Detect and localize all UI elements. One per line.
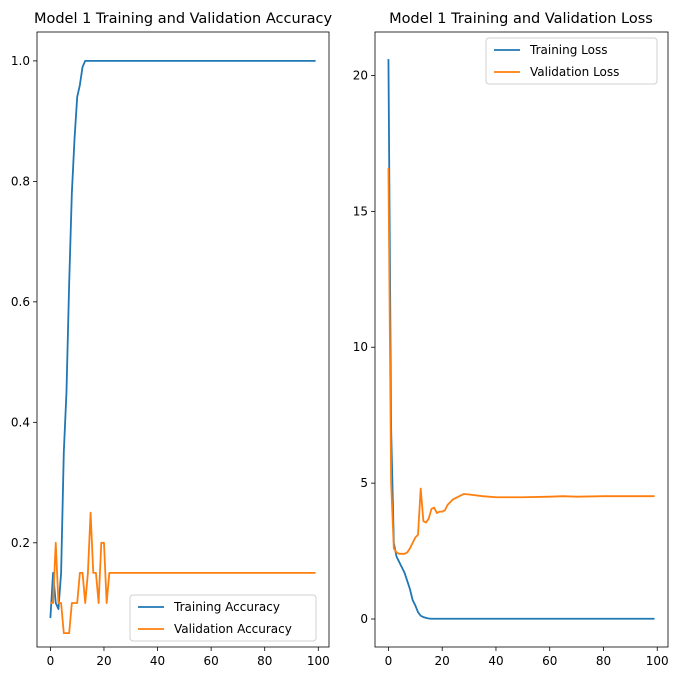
training-loss-line bbox=[387, 59, 655, 620]
loss-chart-title: Model 1 Training and Validation Loss bbox=[389, 11, 653, 27]
accuracy-xtick-label: 20 bbox=[96, 654, 111, 668]
validation-loss-line bbox=[387, 167, 655, 555]
loss-xtick-label: 80 bbox=[596, 654, 611, 668]
loss-xtick-label: 20 bbox=[435, 654, 450, 668]
accuracy-ytick-label: 0.2 bbox=[11, 536, 30, 550]
accuracy-plot-frame bbox=[36, 31, 330, 648]
accuracy-ytick-label: 1.0 bbox=[11, 54, 30, 68]
training-accuracy-line bbox=[49, 60, 316, 619]
legend-label-validation-loss: Validation Loss bbox=[530, 65, 619, 79]
loss-ytick-label: 20 bbox=[353, 68, 368, 82]
accuracy-chart-title: Model 1 Training and Validation Accuracy bbox=[34, 11, 333, 27]
loss-xtick-label: 100 bbox=[646, 654, 669, 668]
loss-chart: Model 1 Training and Validation Loss 0 20… bbox=[353, 11, 669, 668]
legend-label-training-loss: Training Loss bbox=[529, 43, 607, 57]
validation-accuracy-line bbox=[50, 511, 316, 635]
loss-ytick-label: 15 bbox=[353, 204, 368, 218]
accuracy-ytick-label: 0.6 bbox=[11, 295, 30, 309]
loss-plot-frame bbox=[374, 31, 669, 648]
accuracy-ytick-label: 0.4 bbox=[11, 415, 30, 429]
legend-label-validation-accuracy: Validation Accuracy bbox=[174, 622, 292, 636]
loss-ytick-label: 5 bbox=[360, 476, 368, 490]
loss-xtick-label: 0 bbox=[385, 654, 393, 668]
loss-legend: Training Loss Validation Loss bbox=[485, 37, 658, 85]
accuracy-xtick-label: 40 bbox=[150, 654, 165, 668]
accuracy-ytick-label: 0.8 bbox=[11, 174, 30, 188]
loss-ytick-label: 0 bbox=[360, 612, 368, 626]
loss-legend-box bbox=[485, 37, 658, 85]
accuracy-xtick-label: 100 bbox=[307, 654, 330, 668]
loss-xtick-label: 60 bbox=[542, 654, 557, 668]
accuracy-legend: Training Accuracy Validation Accuracy bbox=[129, 594, 317, 642]
accuracy-xtick-label: 60 bbox=[203, 654, 218, 668]
accuracy-legend-box bbox=[129, 594, 317, 642]
legend-label-training-accuracy: Training Accuracy bbox=[173, 600, 280, 614]
accuracy-xtick-label: 0 bbox=[47, 654, 55, 668]
loss-ytick-label: 10 bbox=[353, 340, 368, 354]
accuracy-chart: Model 1 Training and Validation Accuracy… bbox=[11, 11, 333, 668]
loss-xtick-label: 40 bbox=[488, 654, 503, 668]
accuracy-xtick-label: 80 bbox=[257, 654, 272, 668]
